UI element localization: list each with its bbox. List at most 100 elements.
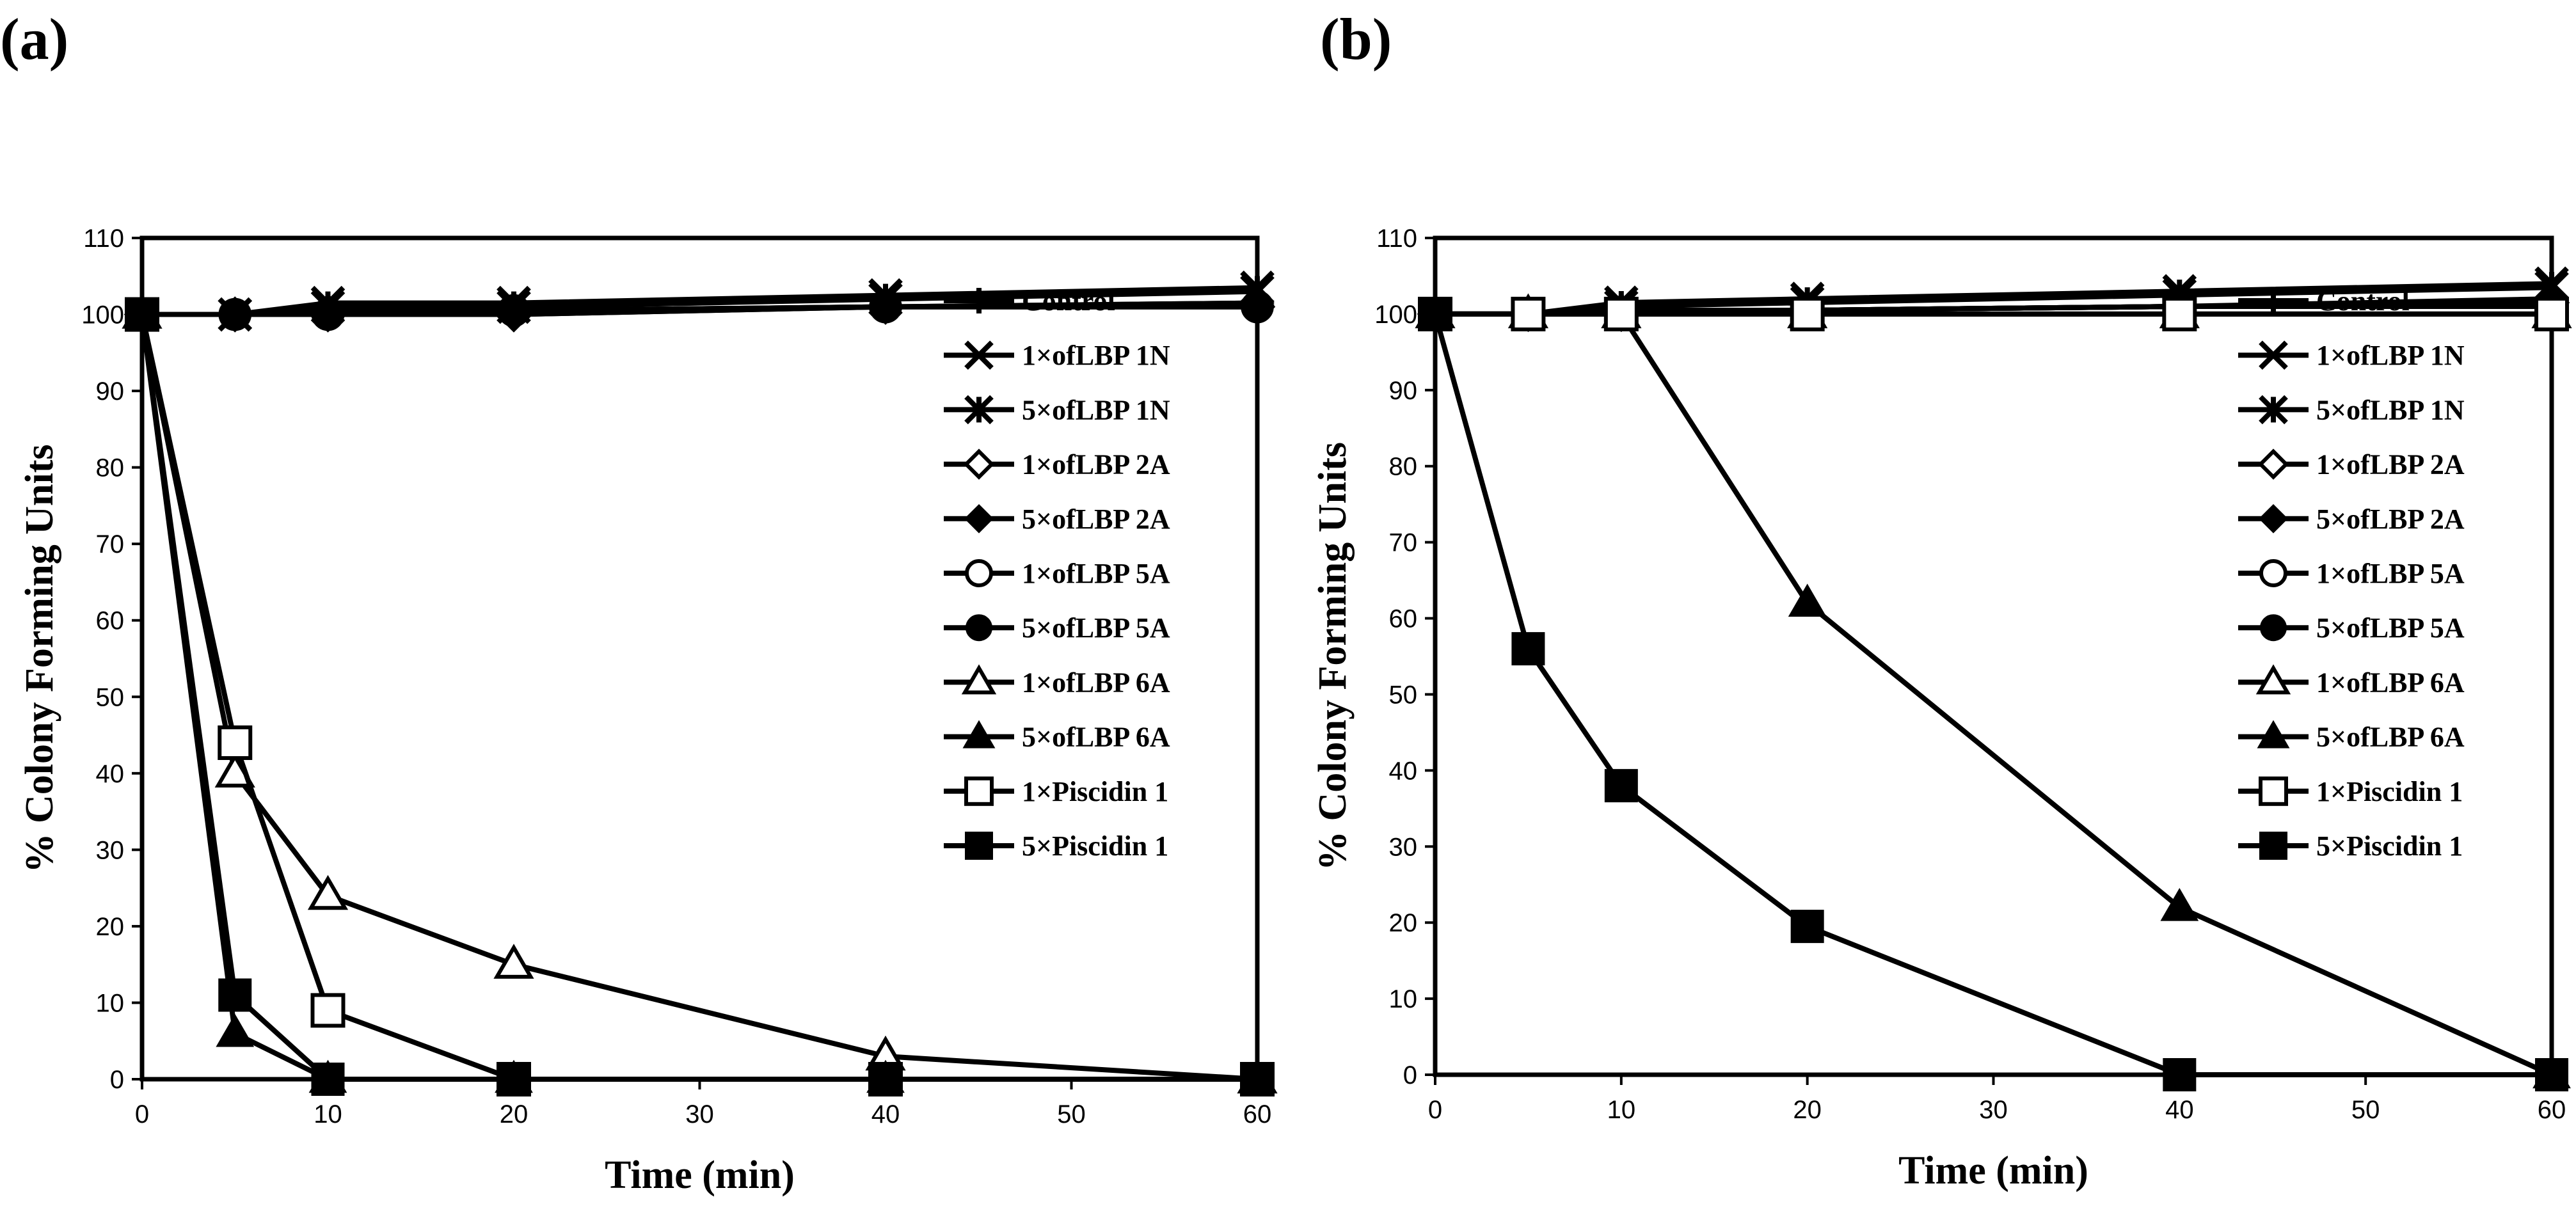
y-tick-label: 60: [96, 607, 125, 635]
data-point: [2163, 1058, 2197, 1091]
legend-item: 1×ofLBP 6A: [2238, 664, 2465, 698]
legend-label: 1×ofLBP 6A: [1022, 667, 1170, 698]
data-point: [1511, 632, 1545, 666]
legend-item: 5×ofLBP 1N: [2238, 394, 2465, 425]
data-point: [498, 294, 530, 327]
legend-marker: [964, 776, 994, 806]
legend-label: 5×Piscidin 1: [2316, 830, 2463, 862]
legend-item: 1×ofLBP 5A: [944, 558, 1170, 589]
legend-label: 5×ofLBP 5A: [1022, 612, 1170, 644]
data-point: [1419, 297, 1452, 331]
data-point: [311, 1063, 345, 1096]
x-tick-label: 60: [2538, 1096, 2566, 1124]
y-tick-label: 30: [1389, 833, 1418, 861]
data-point: [219, 298, 251, 331]
data-point: [497, 1063, 530, 1096]
x-tick-label: 10: [1607, 1096, 1636, 1124]
legend-marker: [2259, 832, 2287, 860]
y-tick-label: 20: [1389, 909, 1418, 937]
legend-label: 1×ofLBP 2A: [1022, 449, 1170, 480]
legend-item: 5×Piscidin 1: [2238, 830, 2463, 862]
y-tick-label: 20: [96, 913, 125, 941]
series: [126, 290, 1273, 331]
x-tick-label: 40: [2165, 1096, 2194, 1124]
series-line: [1433, 313, 2552, 1077]
legend-item: 5×ofLBP 2A: [2238, 503, 2465, 535]
legend-label: 1×ofLBP 1N: [2316, 340, 2465, 371]
legend-label: Control: [2316, 285, 2410, 317]
y-tick-label: 0: [110, 1066, 124, 1094]
x-tick-label: 0: [1428, 1096, 1442, 1124]
legend-label: 5×Piscidin 1: [1022, 830, 1168, 862]
legend: Control 1×ofLBP 1N 5×ofLBP 1N 1×ofLBP 2A 5×o…: [2238, 285, 2465, 862]
legend-marker: [961, 664, 997, 695]
y-tick-label: 70: [1389, 529, 1418, 557]
x-tick-label: 30: [1979, 1096, 2008, 1124]
legend-item: 5×ofLBP 2A: [944, 503, 1170, 535]
legend-label: 5×ofLBP 5A: [2316, 612, 2465, 644]
legend-item: 1×ofLBP 5A: [2238, 558, 2465, 589]
x-tick-label: 50: [2351, 1096, 2380, 1124]
data-point: [1788, 583, 1827, 617]
legend-marker: [2259, 340, 2288, 370]
legend-marker: [965, 559, 993, 587]
legend-label: 5×ofLBP 2A: [2316, 503, 2465, 535]
y-tick-label: 10: [1389, 985, 1418, 1013]
data-point: [216, 1013, 255, 1047]
series: [125, 297, 1274, 1096]
legend-label: 1×ofLBP 5A: [1022, 558, 1170, 589]
legend-marker: [966, 288, 992, 313]
data-point: [2162, 296, 2197, 331]
legend-marker: [964, 395, 994, 425]
data-point: [307, 875, 349, 910]
legend-marker: [2261, 288, 2286, 313]
panel-label: (a): [0, 6, 68, 72]
x-tick-label: 20: [1793, 1096, 1822, 1124]
legend-marker: [2259, 559, 2287, 587]
y-tick-label: 30: [96, 836, 125, 864]
data-point: [1511, 296, 1546, 331]
legend-marker: [963, 448, 995, 480]
legend: Control 1×ofLBP 1N 5×ofLBP 1N 1×ofLBP 2A 5×o…: [944, 285, 1170, 862]
legend-marker: [2255, 664, 2291, 695]
x-axis-title: Time (min): [1898, 1149, 2088, 1192]
legend-label: 1×Piscidin 1: [2316, 776, 2463, 807]
legend-marker: [2259, 395, 2288, 425]
data-point: [1241, 1063, 1274, 1096]
x-tick-label: 60: [1243, 1100, 1272, 1128]
x-tick-label: 40: [871, 1100, 900, 1128]
y-tick-label: 70: [96, 530, 125, 558]
chart-panel-a: (a) 0 10 20 30 40 50 60 70 80 90 100 110 0 10 20 30 40 50 6…: [0, 6, 1278, 1197]
y-tick-label: 90: [96, 377, 125, 406]
data-point: [2160, 888, 2199, 921]
data-point: [870, 290, 902, 323]
legend-item: 5×Piscidin 1: [944, 830, 1168, 862]
y-tick-label: 60: [1389, 605, 1418, 633]
x-tick-label: 30: [685, 1100, 714, 1128]
series-line: [139, 314, 1257, 1082]
y-tick-label: 0: [1403, 1061, 1417, 1089]
data-point: [2534, 296, 2569, 331]
data-point: [125, 297, 159, 331]
legend-marker: [2259, 503, 2288, 534]
legend-item: 1×ofLBP 2A: [944, 448, 1170, 480]
y-axis-title: % Colony Forming Units: [1311, 442, 1355, 871]
y-tick-label: 110: [1376, 225, 1417, 253]
legend-label: 1×ofLBP 2A: [2316, 449, 2465, 480]
legend-marker: [2260, 614, 2287, 642]
data-point: [312, 298, 344, 331]
legend-label: 5×ofLBP 2A: [1022, 503, 1170, 535]
legend-marker: [2257, 448, 2289, 480]
y-tick-label: 50: [1389, 681, 1418, 709]
y-tick-label: 40: [96, 760, 125, 788]
data-point: [869, 1063, 902, 1096]
x-tick-label: 10: [314, 1100, 342, 1128]
x-tick-label: 0: [135, 1100, 149, 1128]
legend-item: 1×ofLBP 1N: [2238, 340, 2465, 371]
chart-panel-b: (b) 0 10 20 30 40 50 60 70 80 90 100 110 0 10 20 30 40 50 6…: [1311, 6, 2572, 1192]
data-point: [1790, 296, 1825, 331]
legend-marker: [964, 503, 994, 534]
legend-item: 1×Piscidin 1: [944, 776, 1168, 807]
y-tick-label: 90: [1389, 377, 1418, 405]
legend-item: 1×ofLBP 1N: [944, 340, 1170, 371]
